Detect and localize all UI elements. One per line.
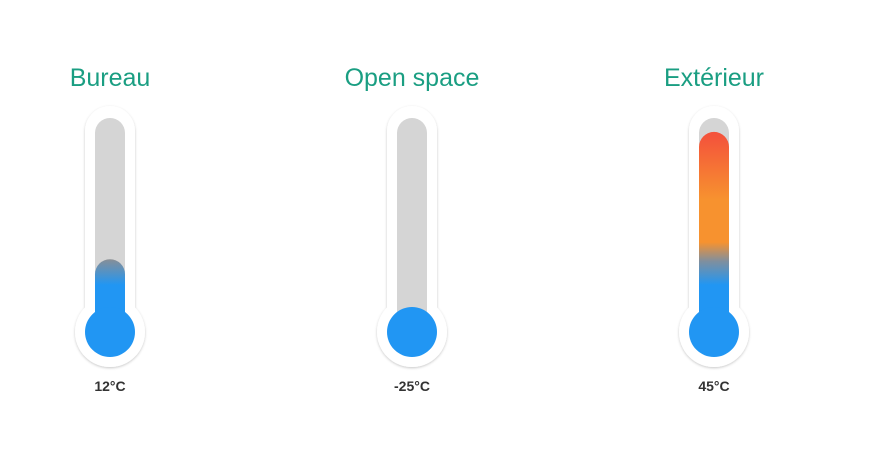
temperature-value: 45°C: [698, 378, 730, 394]
thermometer-graphic: [377, 103, 447, 369]
gauge-title: Open space: [344, 64, 480, 92]
mercury-level: [699, 131, 729, 332]
temperature-value: 12°C: [94, 378, 126, 394]
gauge-title: Extérieur: [663, 64, 765, 92]
gauge-title: Bureau: [69, 64, 151, 92]
thermometer-open-space: Open space -25°C: [312, 0, 512, 461]
thermometer-bulb: [387, 307, 437, 357]
thermometer-track: [397, 118, 427, 332]
thermometer-svg: [377, 106, 447, 367]
thermometer-svg: [679, 106, 749, 367]
thermometer-bulb: [85, 307, 135, 357]
thermometer-graphic: [75, 103, 145, 369]
temperature-value: -25°C: [394, 378, 430, 394]
thermometer-graphic: [679, 103, 749, 369]
thermometer-exterieur: Extérieur 45°C: [614, 0, 814, 461]
thermometer-bureau: Bureau 12°C: [10, 0, 210, 461]
thermometer-svg: [75, 106, 145, 367]
thermometer-bulb: [689, 307, 739, 357]
